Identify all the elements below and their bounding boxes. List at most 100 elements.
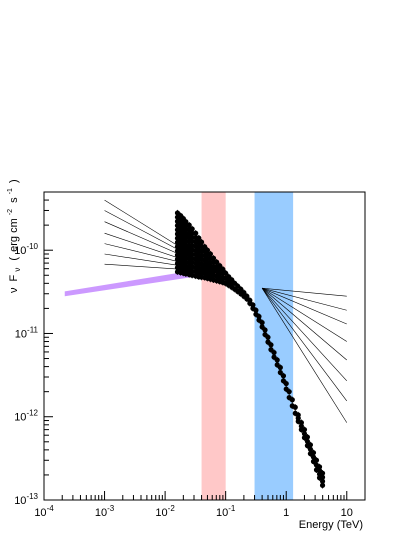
y-tick-label-exponent: -11 — [27, 325, 39, 334]
y-label-nu-subscript: ν — [13, 268, 22, 272]
x-tick-label: 10-1 — [216, 504, 236, 519]
y-label-erg-cm: erg cm — [8, 218, 20, 252]
data-point — [271, 349, 277, 356]
data-point — [183, 219, 189, 225]
x-tick-label-exponent: -1 — [228, 504, 236, 513]
data-point — [223, 270, 229, 276]
y-tick-label-base: 10 — [14, 245, 26, 257]
high-energy-fan-line-5 — [261, 287, 347, 361]
y-label-cm-exponent: -2 — [7, 209, 14, 215]
data-point — [229, 277, 235, 283]
energy-bands — [201, 192, 294, 500]
y-tick-label-exponent: -12 — [26, 409, 38, 418]
data-point — [277, 369, 283, 376]
data-point — [280, 373, 287, 379]
y-label-nu: ν — [8, 287, 20, 293]
data-point — [301, 427, 308, 433]
y-tick-label-exponent: -13 — [26, 492, 38, 501]
x-tick-label: 10-2 — [155, 504, 175, 519]
x-tick-label-exponent: -3 — [107, 504, 115, 513]
x-tick-label: 10 — [341, 507, 353, 519]
data-point — [210, 255, 217, 261]
y-label-s-exponent: -1 — [7, 188, 14, 194]
x-tick-label: 1 — [283, 507, 289, 519]
y-label-open-paren: ( — [8, 257, 20, 261]
high-energy-fan-line-6 — [261, 287, 347, 382]
power-law-fans — [104, 199, 348, 423]
x-tick-label: 10-4 — [34, 504, 54, 519]
data-point — [304, 434, 311, 440]
data-point — [283, 380, 289, 387]
purple-spectrum-band — [64, 268, 205, 297]
x-tick-label-base: 10 — [95, 507, 107, 519]
y-tick-label: 10-13 — [14, 492, 38, 507]
data-point — [265, 334, 271, 340]
y-label-f: F — [8, 274, 20, 281]
energy-band-2 — [254, 192, 294, 500]
data-point — [289, 397, 295, 403]
x-tick-label: 10-3 — [95, 504, 115, 519]
y-label-close-paren: ) — [8, 179, 20, 183]
y-tick-label: 10-11 — [15, 325, 39, 340]
data-point — [186, 222, 192, 228]
data-point — [207, 251, 214, 257]
data-point — [307, 442, 314, 448]
data-point — [202, 244, 208, 250]
data-point — [286, 389, 292, 395]
high-energy-fan-line-8 — [261, 288, 348, 423]
data-point — [310, 450, 317, 456]
data-point — [217, 263, 223, 269]
y-tick-label: 10-10 — [14, 242, 38, 257]
data-point — [253, 307, 259, 313]
data-point — [256, 313, 262, 320]
data-point — [220, 266, 226, 272]
high-energy-fan-line-1 — [262, 287, 347, 297]
x-axis-ticks: 10-4 10-3 10-2 10-1 1 10 — [34, 491, 366, 519]
data-point — [268, 342, 274, 348]
y-label-s: s — [8, 197, 20, 203]
high-energy-fan-line-2 — [262, 287, 347, 311]
x-tick-label-base: 10 — [216, 507, 228, 519]
y-tick-label-base: 10 — [14, 412, 26, 424]
data-point — [204, 247, 211, 253]
data-point — [238, 286, 244, 292]
data-point — [319, 470, 326, 476]
data-point — [193, 230, 199, 236]
x-tick-label-base: 10 — [34, 507, 46, 519]
y-tick-label-exponent: -10 — [26, 242, 38, 251]
data-point — [262, 327, 268, 333]
x-tick-label-exponent: -4 — [47, 504, 55, 513]
data-point — [214, 259, 220, 265]
y-tick-label: 10-12 — [14, 409, 38, 424]
data-point — [277, 364, 283, 371]
high-energy-fan-line-3 — [262, 287, 347, 325]
data-point — [313, 457, 320, 463]
data-point — [319, 482, 326, 488]
high-energy-fan-line-7 — [261, 287, 348, 402]
data-points — [174, 210, 326, 488]
y-tick-label-base: 10 — [15, 328, 27, 340]
x-axis-label: Energy (TeV) — [299, 519, 363, 531]
x-tick-label-base: 10 — [155, 507, 167, 519]
data-point — [307, 446, 314, 452]
x-tick-label-exponent: -2 — [168, 504, 176, 513]
data-point — [241, 289, 247, 296]
data-point — [198, 239, 205, 245]
data-point — [196, 235, 202, 241]
y-axis-label: ν F ν ( erg cm -2 s -1 ) — [3, 179, 23, 293]
energy-band-1 — [201, 192, 226, 500]
data-point — [319, 478, 326, 484]
data-point — [319, 474, 326, 480]
y-tick-label-base: 10 — [14, 495, 26, 507]
high-energy-fan-line-4 — [261, 287, 347, 342]
data-point — [316, 464, 323, 470]
data-point — [259, 320, 265, 326]
data-point — [301, 431, 308, 437]
purple-band — [64, 268, 205, 297]
data-point — [304, 438, 311, 444]
data-point — [274, 357, 280, 363]
data-point — [189, 226, 195, 232]
data-point — [292, 404, 298, 410]
